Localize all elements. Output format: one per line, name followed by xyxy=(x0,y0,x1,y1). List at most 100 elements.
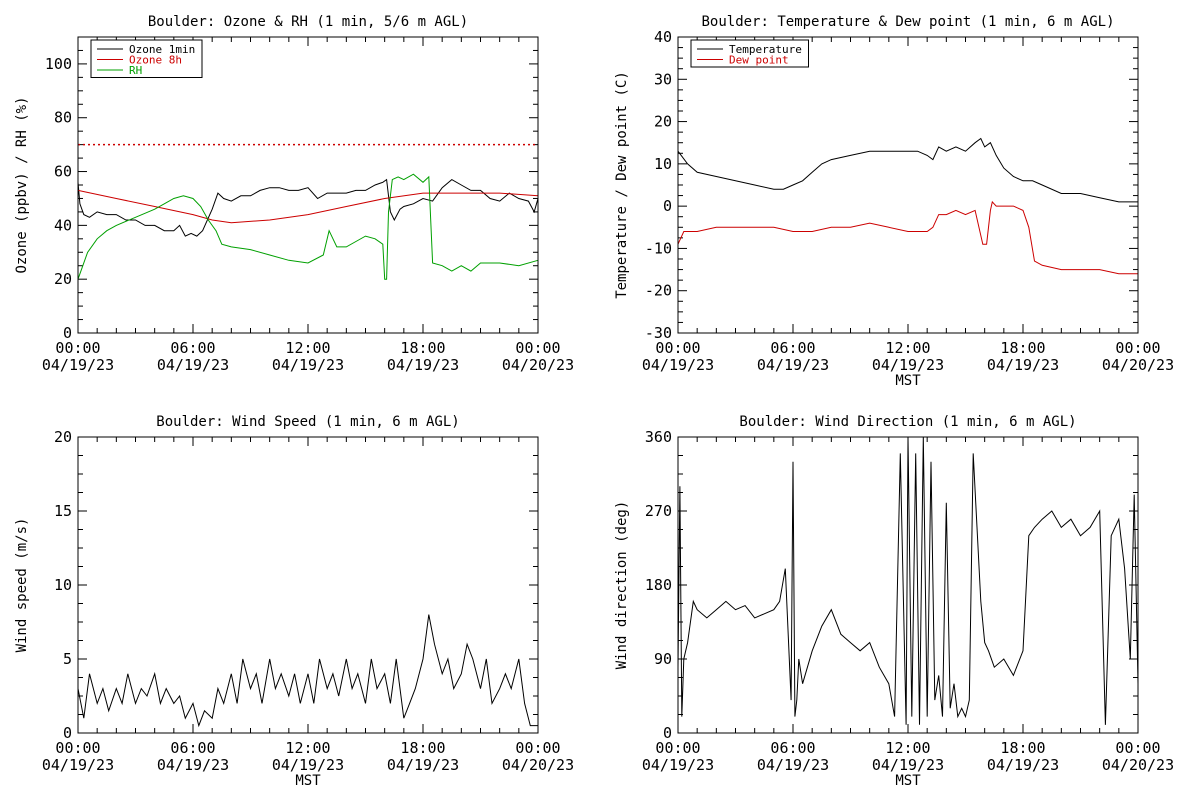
x-tick-date-label: 04/20/23 xyxy=(1102,356,1174,374)
plot-frame xyxy=(677,436,1139,734)
y-tick-label: 40 xyxy=(654,28,672,46)
y-tick-label: 100 xyxy=(45,55,72,73)
chart-title: Boulder: Wind Direction (1 min, 6 m AGL) xyxy=(739,414,1076,430)
x-tick-label: 00:00 xyxy=(55,739,100,757)
y-tick-label: 10 xyxy=(654,155,672,173)
x-axis-label: MST xyxy=(895,773,921,789)
series-line-temperature xyxy=(677,137,1138,203)
y-axis-label: Wind direction (deg) xyxy=(614,501,630,670)
legend-box xyxy=(90,39,203,78)
y-tick-label: 10 xyxy=(54,576,72,594)
plot-frame xyxy=(77,36,539,334)
series-line-ozone-8h xyxy=(77,189,539,224)
legend-box xyxy=(690,39,809,68)
x-tick-label: 00:00 xyxy=(515,339,560,357)
x-tick-label: 00:00 xyxy=(55,339,100,357)
x-tick-date-label: 04/19/23 xyxy=(872,356,944,374)
y-tick-label: 20 xyxy=(54,428,72,446)
x-tick-label: 18:00 xyxy=(1000,739,1045,757)
x-tick-label: 18:00 xyxy=(1000,339,1045,357)
plot-frame xyxy=(77,436,539,734)
x-tick-date-label: 04/19/23 xyxy=(157,356,229,374)
x-tick-label: 12:00 xyxy=(285,739,330,757)
y-tick-label: 180 xyxy=(645,576,672,594)
chart-title: Boulder: Wind Speed (1 min, 6 m AGL) xyxy=(156,414,459,430)
x-tick-label: 18:00 xyxy=(400,339,445,357)
x-tick-date-label: 04/20/23 xyxy=(502,756,574,774)
y-tick-label: 30 xyxy=(654,70,672,88)
chart-panel-2: Boulder: Temperature & Dew point (1 min,… xyxy=(614,14,1174,389)
x-tick-label: 12:00 xyxy=(285,339,330,357)
series-line-series-1 xyxy=(677,436,1139,725)
x-tick-label: 00:00 xyxy=(515,739,560,757)
x-tick-date-label: 04/19/23 xyxy=(272,756,344,774)
series-line-ozone-1min xyxy=(77,178,539,237)
y-axis-label: Temperature / Dew point (C) xyxy=(614,71,630,299)
y-tick-label: 20 xyxy=(654,113,672,131)
x-tick-label: 00:00 xyxy=(1115,339,1160,357)
legend-label: Temperature xyxy=(729,43,802,56)
x-tick-label: 06:00 xyxy=(170,739,215,757)
y-tick-label: -20 xyxy=(645,282,672,300)
y-tick-label: 20 xyxy=(54,270,72,288)
x-tick-label: 06:00 xyxy=(770,739,815,757)
y-axis-label: Ozone (ppbv) / RH (%) xyxy=(14,96,30,273)
x-tick-label: 06:00 xyxy=(770,339,815,357)
x-tick-date-label: 04/19/23 xyxy=(757,756,829,774)
x-tick-label: 00:00 xyxy=(655,739,700,757)
x-tick-date-label: 04/19/23 xyxy=(42,756,114,774)
chart-title: Boulder: Temperature & Dew point (1 min,… xyxy=(701,14,1114,30)
x-tick-label: 12:00 xyxy=(885,339,930,357)
y-tick-label: -30 xyxy=(645,324,672,342)
x-axis-label: MST xyxy=(895,373,921,389)
y-tick-label: 270 xyxy=(645,502,672,520)
x-tick-date-label: 04/19/23 xyxy=(987,356,1059,374)
x-tick-label: 18:00 xyxy=(400,739,445,757)
y-tick-label: 0 xyxy=(663,724,672,742)
y-axis-label: Wind speed (m/s) xyxy=(14,518,30,653)
y-tick-label: 15 xyxy=(54,502,72,520)
x-tick-date-label: 04/19/23 xyxy=(42,356,114,374)
plot-frame xyxy=(677,36,1139,334)
y-tick-label: 360 xyxy=(645,428,672,446)
x-tick-date-label: 04/19/23 xyxy=(987,756,1059,774)
y-tick-label: 90 xyxy=(654,650,672,668)
x-tick-date-label: 04/19/23 xyxy=(642,356,714,374)
series-line-rh xyxy=(77,173,539,280)
x-tick-date-label: 04/19/23 xyxy=(272,356,344,374)
legend-label: Ozone 8h xyxy=(129,54,182,67)
y-tick-label: -10 xyxy=(645,239,672,257)
y-tick-label: 0 xyxy=(63,724,72,742)
x-tick-label: 06:00 xyxy=(170,339,215,357)
x-tick-date-label: 04/20/23 xyxy=(502,356,574,374)
series-line-dew-point xyxy=(677,200,1138,275)
y-tick-label: 40 xyxy=(54,216,72,234)
x-tick-date-label: 04/20/23 xyxy=(1102,756,1174,774)
x-tick-date-label: 04/19/23 xyxy=(387,756,459,774)
x-tick-date-label: 04/19/23 xyxy=(642,756,714,774)
y-tick-label: 60 xyxy=(54,163,72,181)
y-tick-label: 0 xyxy=(663,197,672,215)
x-tick-date-label: 04/19/23 xyxy=(872,756,944,774)
chart-title: Boulder: Ozone & RH (1 min, 5/6 m AGL) xyxy=(148,14,468,30)
legend-label: RH xyxy=(129,64,142,77)
y-tick-label: 0 xyxy=(63,324,72,342)
x-tick-label: 00:00 xyxy=(1115,739,1160,757)
x-tick-label: 12:00 xyxy=(885,739,930,757)
chart-panel-4: Boulder: Wind Direction (1 min, 6 m AGL)… xyxy=(614,414,1174,789)
legend-label: Dew point xyxy=(729,54,789,67)
y-tick-label: 5 xyxy=(63,650,72,668)
legend-label: Ozone 1min xyxy=(129,43,195,56)
series-line-series-1 xyxy=(77,614,538,728)
x-tick-date-label: 04/19/23 xyxy=(387,356,459,374)
y-tick-label: 80 xyxy=(54,109,72,127)
x-tick-label: 00:00 xyxy=(655,339,700,357)
chart-panel-1: Boulder: Ozone & RH (1 min, 5/6 m AGL) Oz… xyxy=(14,14,574,374)
x-tick-date-label: 04/19/23 xyxy=(757,356,829,374)
x-tick-date-label: 04/19/23 xyxy=(157,756,229,774)
chart-panel-3: Boulder: Wind Speed (1 min, 6 m AGL) Wind… xyxy=(14,414,574,789)
